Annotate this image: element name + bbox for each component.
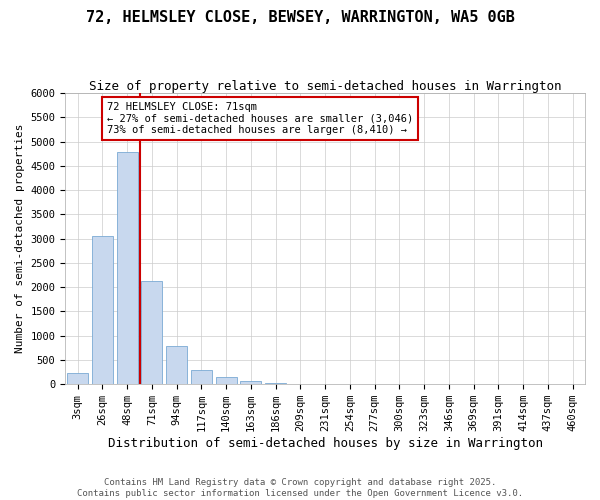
- Text: Contains HM Land Registry data © Crown copyright and database right 2025.
Contai: Contains HM Land Registry data © Crown c…: [77, 478, 523, 498]
- Bar: [67, 373, 88, 384]
- Bar: [215, 378, 236, 384]
- Title: Size of property relative to semi-detached houses in Warrington: Size of property relative to semi-detach…: [89, 80, 562, 93]
- Y-axis label: Number of semi-detached properties: Number of semi-detached properties: [15, 124, 25, 354]
- Bar: [241, 381, 262, 384]
- Bar: [142, 281, 163, 384]
- Bar: [116, 152, 137, 384]
- Bar: [191, 370, 212, 384]
- X-axis label: Distribution of semi-detached houses by size in Warrington: Distribution of semi-detached houses by …: [107, 437, 542, 450]
- Bar: [92, 236, 113, 384]
- Text: 72 HELMSLEY CLOSE: 71sqm
← 27% of semi-detached houses are smaller (3,046)
73% o: 72 HELMSLEY CLOSE: 71sqm ← 27% of semi-d…: [107, 102, 413, 135]
- Bar: [265, 383, 286, 384]
- Bar: [166, 346, 187, 384]
- Text: 72, HELMSLEY CLOSE, BEWSEY, WARRINGTON, WA5 0GB: 72, HELMSLEY CLOSE, BEWSEY, WARRINGTON, …: [86, 10, 514, 25]
